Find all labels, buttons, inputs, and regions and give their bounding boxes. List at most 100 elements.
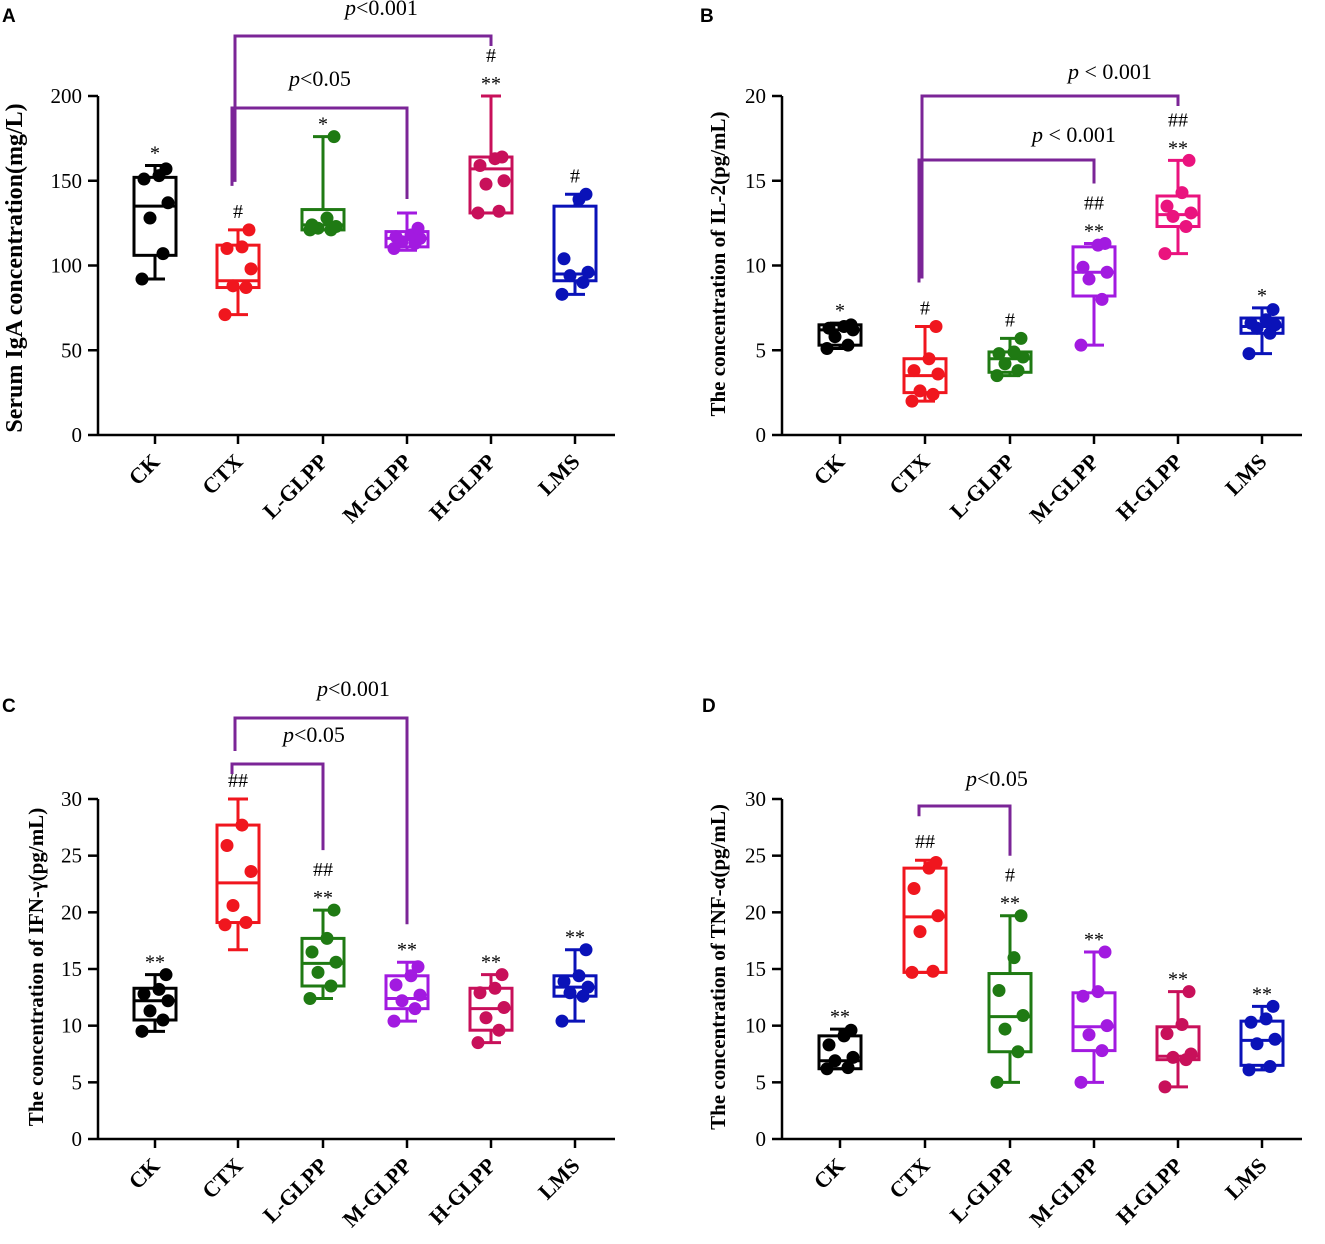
comparison-bracket: p<0.05: [917, 766, 1028, 856]
panel-letter: D: [702, 696, 716, 717]
data-point: [137, 172, 151, 186]
significance-stars: **: [397, 939, 417, 961]
data-point: [411, 960, 425, 974]
x-tick-label: CK: [809, 449, 850, 490]
data-point: [479, 1011, 493, 1025]
data-point: [1266, 303, 1280, 317]
x-tick-label: L-GLPP: [945, 1153, 1020, 1228]
comparison-bracket: p<0.05: [230, 722, 345, 851]
y-tick-label: 150: [51, 169, 83, 193]
data-point: [1007, 951, 1021, 965]
x-tick-label: H-GLPP: [424, 1153, 500, 1229]
box-m-glpp: ** ##: [1071, 192, 1117, 352]
data-point: [1082, 1028, 1096, 1042]
x-tick-label: H-GLPP: [1111, 449, 1187, 525]
data-point: [1014, 331, 1028, 345]
data-point: [395, 994, 409, 1008]
p-value-label: p<0.001: [343, 0, 418, 20]
y-tick-label: 15: [61, 957, 82, 981]
data-point: [828, 1054, 842, 1068]
data-point: [926, 387, 940, 401]
significance-stars: *: [1257, 285, 1267, 307]
data-point: [135, 1024, 149, 1038]
bracket-line: [233, 716, 409, 925]
data-point: [220, 838, 234, 852]
panel-b: B 0 5 10 15 20 CK CTX L-GLPP M-GLPP H-GLPP LMS The c…: [700, 6, 1302, 528]
comparison-bracket: p < 0.001: [920, 59, 1180, 279]
significance-hash: #: [1005, 309, 1015, 331]
data-point: [497, 1001, 511, 1015]
data-point: [557, 252, 571, 266]
data-point: [1166, 209, 1180, 223]
y-tick-label: 20: [745, 84, 766, 108]
data-point: [235, 240, 249, 254]
p-value-label: p<0.05: [281, 722, 345, 747]
significance-stars: *: [835, 300, 845, 322]
data-point: [1175, 186, 1189, 200]
box-ctx: #: [215, 201, 261, 322]
x-tick-label: CK: [124, 1153, 165, 1194]
significance-stars: **: [1084, 929, 1104, 951]
data-point: [1184, 206, 1198, 220]
data-point: [913, 925, 927, 939]
data-point: [311, 965, 325, 979]
box-ck: *: [817, 300, 863, 356]
data-point: [244, 262, 258, 276]
x-tick-label: LMS: [1220, 1153, 1271, 1204]
x-tick-label: CK: [124, 449, 165, 490]
data-point: [1098, 945, 1112, 959]
data-point: [1016, 1008, 1030, 1022]
data-point: [324, 979, 338, 993]
panel-letter: B: [700, 6, 714, 27]
data-point: [844, 318, 858, 332]
data-point: [1011, 364, 1025, 378]
data-point: [990, 1075, 1004, 1089]
x-tick-label: CK: [809, 1153, 850, 1194]
data-point: [161, 196, 175, 210]
x-tick-label: CTX: [884, 449, 935, 500]
y-tick-label: 25: [61, 844, 82, 868]
p-value-label: p < 0.001: [1030, 122, 1116, 147]
data-point: [143, 1004, 157, 1018]
data-point: [239, 281, 253, 295]
box-h-glpp: ** #: [468, 45, 514, 220]
p-value-label: p < 0.001: [1066, 59, 1152, 84]
data-point: [1259, 313, 1273, 327]
data-point: [327, 903, 341, 917]
data-point: [929, 855, 943, 869]
data-point: [1160, 199, 1174, 213]
data-point: [1244, 316, 1258, 330]
comparison-bracket: p<0.001: [233, 0, 493, 182]
data-point: [389, 978, 403, 992]
data-point: [992, 984, 1006, 998]
panel-a: A 0 50 100 150 200 CK CTX L-GLPP M-GLPP H-GLPP LMS S…: [2, 0, 615, 528]
box-l-glpp: *: [300, 114, 346, 237]
comparison-bracket: p<0.001: [233, 676, 409, 925]
x-tick-label: L-GLPP: [258, 1153, 333, 1228]
x-tick-label: CTX: [884, 1153, 935, 1204]
y-tick-label: 5: [756, 338, 767, 362]
data-point: [929, 320, 943, 334]
data-point: [235, 818, 249, 832]
y-tick-label: 50: [61, 338, 82, 362]
box-lms: #: [552, 165, 598, 301]
x-tick-label: M-GLPP: [338, 1153, 417, 1232]
data-point: [389, 230, 403, 244]
data-point: [495, 968, 509, 982]
box-lms: **: [552, 927, 598, 1028]
data-point: [822, 321, 836, 335]
data-point: [1014, 909, 1028, 923]
y-tick-label: 20: [745, 900, 766, 924]
data-point: [1095, 1044, 1109, 1058]
data-point: [846, 1050, 860, 1064]
data-point: [1250, 1037, 1264, 1051]
data-point: [495, 150, 509, 164]
x-tick-label: H-GLPP: [1111, 1153, 1187, 1229]
bracket-line: [917, 804, 1012, 856]
data-point: [161, 994, 175, 1008]
box-lms: **: [1239, 983, 1285, 1077]
y-tick-label: 200: [51, 84, 83, 108]
data-point: [320, 211, 334, 225]
data-point: [1007, 345, 1021, 359]
data-point: [1166, 1050, 1180, 1064]
